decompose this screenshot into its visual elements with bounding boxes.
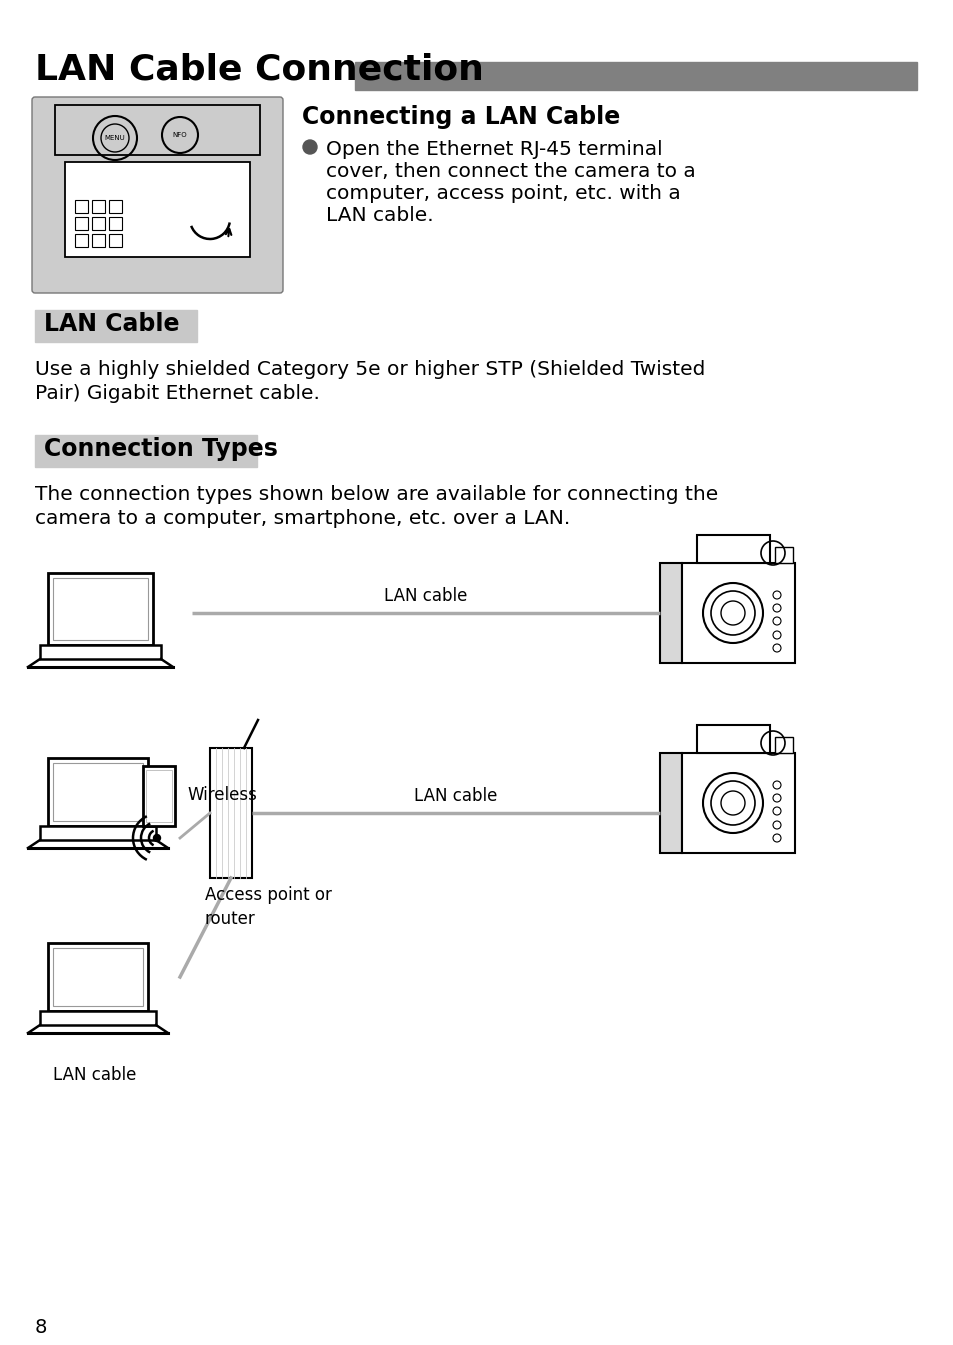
Text: NFO: NFO xyxy=(172,132,187,139)
Bar xyxy=(91,217,105,230)
Bar xyxy=(109,234,122,247)
Text: LAN cable: LAN cable xyxy=(414,787,497,806)
Bar xyxy=(75,234,88,247)
Text: LAN cable: LAN cable xyxy=(53,1067,136,1084)
Bar xyxy=(774,547,792,564)
Text: Wireless: Wireless xyxy=(187,785,256,804)
Bar xyxy=(53,578,148,640)
Bar xyxy=(40,1011,156,1025)
Text: LAN cable.: LAN cable. xyxy=(326,206,434,225)
Bar xyxy=(48,943,148,1011)
Text: MENU: MENU xyxy=(105,134,125,141)
Text: 8: 8 xyxy=(35,1318,48,1337)
Bar xyxy=(697,535,769,564)
FancyBboxPatch shape xyxy=(32,97,283,293)
Bar xyxy=(53,948,143,1006)
Bar xyxy=(681,753,794,853)
Text: Open the Ethernet RJ-45 terminal: Open the Ethernet RJ-45 terminal xyxy=(326,140,662,159)
Text: Access point or
router: Access point or router xyxy=(205,886,332,928)
Bar xyxy=(91,234,105,247)
Text: The connection types shown below are available for connecting the: The connection types shown below are ava… xyxy=(35,486,718,504)
Text: LAN Cable: LAN Cable xyxy=(44,312,179,336)
Bar xyxy=(355,62,916,90)
Bar xyxy=(681,564,794,663)
Text: Connection Types: Connection Types xyxy=(44,437,277,461)
Bar xyxy=(55,105,260,155)
Bar xyxy=(48,573,152,646)
Bar xyxy=(75,200,88,213)
Bar xyxy=(53,763,143,820)
Text: camera to a computer, smartphone, etc. over a LAN.: camera to a computer, smartphone, etc. o… xyxy=(35,508,570,529)
Circle shape xyxy=(153,834,160,842)
Text: LAN cable: LAN cable xyxy=(384,586,467,605)
Text: cover, then connect the camera to a: cover, then connect the camera to a xyxy=(326,161,695,182)
Bar xyxy=(35,309,196,342)
Text: Use a highly shielded Category 5e or higher STP (Shielded Twisted: Use a highly shielded Category 5e or hig… xyxy=(35,360,704,379)
Bar xyxy=(75,217,88,230)
Bar xyxy=(65,161,250,257)
Text: computer, access point, etc. with a: computer, access point, etc. with a xyxy=(326,184,680,203)
Bar xyxy=(659,753,681,853)
Text: Pair) Gigabit Ethernet cable.: Pair) Gigabit Ethernet cable. xyxy=(35,385,319,404)
Bar xyxy=(697,725,769,753)
Bar xyxy=(659,564,681,663)
Bar xyxy=(35,434,256,467)
Bar xyxy=(91,200,105,213)
Text: Connecting a LAN Cable: Connecting a LAN Cable xyxy=(302,105,619,129)
Bar xyxy=(143,767,174,826)
Bar xyxy=(40,826,156,841)
Bar xyxy=(48,759,148,826)
Bar xyxy=(774,737,792,753)
Bar xyxy=(210,748,252,878)
Circle shape xyxy=(303,140,316,153)
Bar xyxy=(109,200,122,213)
Bar xyxy=(146,769,172,822)
Bar xyxy=(109,217,122,230)
Text: LAN Cable Connection: LAN Cable Connection xyxy=(35,52,483,86)
Bar xyxy=(40,646,161,659)
